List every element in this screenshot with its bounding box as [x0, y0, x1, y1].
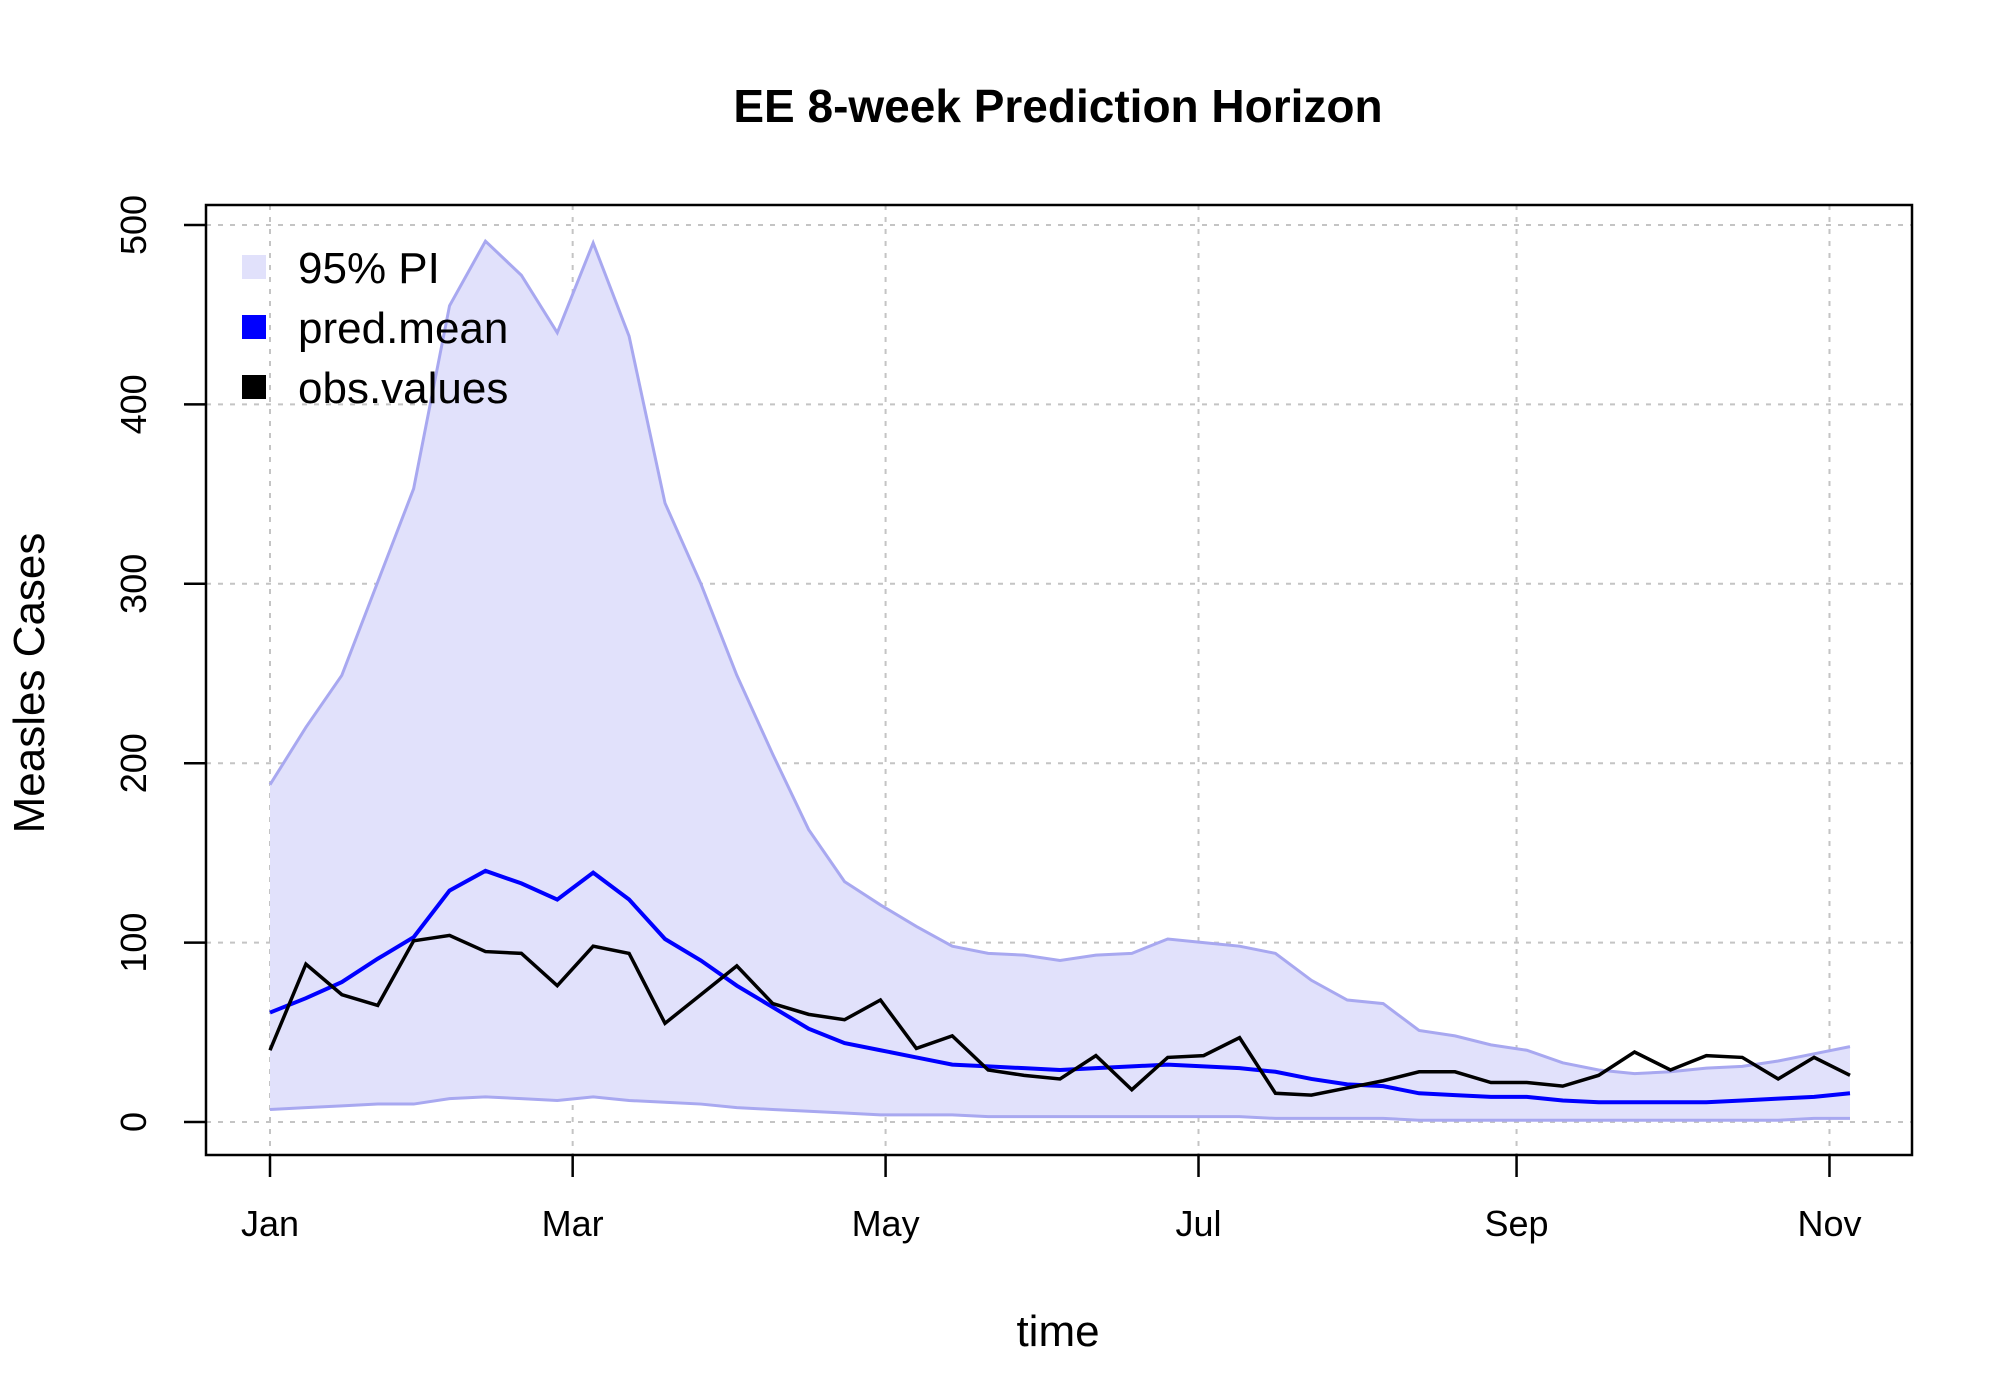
x-axis-label: time	[1016, 1307, 1099, 1356]
pi-band-area	[270, 241, 1850, 1121]
axes: Jan Mar May Jul Sep Nov 0 100 200 300 400 500	[113, 195, 1861, 1244]
y-tick-label: 500	[113, 195, 154, 255]
x-tick-label: Jan	[241, 1203, 299, 1244]
plot-frame	[204, 203, 1914, 1157]
y-tick-label: 100	[113, 913, 154, 973]
legend-label-pred-mean: pred.mean	[298, 304, 508, 353]
x-tick-label: Mar	[542, 1203, 604, 1244]
prediction-interval-band	[268, 238, 1851, 1122]
series-lines	[268, 868, 1851, 1105]
legend-swatch-obs-values	[242, 375, 266, 399]
y-axis-label: Measles Cases	[5, 533, 54, 834]
y-tick-label: 200	[113, 733, 154, 793]
pi-upper-line	[268, 238, 1851, 1076]
y-tick-label: 400	[113, 374, 154, 434]
obs-values-line	[268, 933, 1851, 1097]
pi-lower-line	[269, 1095, 1850, 1122]
x-tick-label: May	[852, 1203, 920, 1244]
legend-swatch-pred-mean	[242, 315, 266, 339]
legend: 95% PI pred.mean obs.values	[242, 244, 508, 413]
x-tick-label: Jul	[1175, 1203, 1221, 1244]
x-tick-label: Sep	[1485, 1203, 1549, 1244]
legend-label-pi: 95% PI	[298, 244, 440, 293]
x-tick-label: Nov	[1797, 1203, 1861, 1244]
chart-title: EE 8-week Prediction Horizon	[733, 80, 1382, 132]
pred-mean-line	[269, 868, 1851, 1105]
y-tick-label: 0	[113, 1112, 154, 1132]
legend-swatch-pi	[242, 255, 266, 279]
y-tick-label: 300	[113, 554, 154, 614]
legend-label-obs-values: obs.values	[298, 364, 508, 413]
